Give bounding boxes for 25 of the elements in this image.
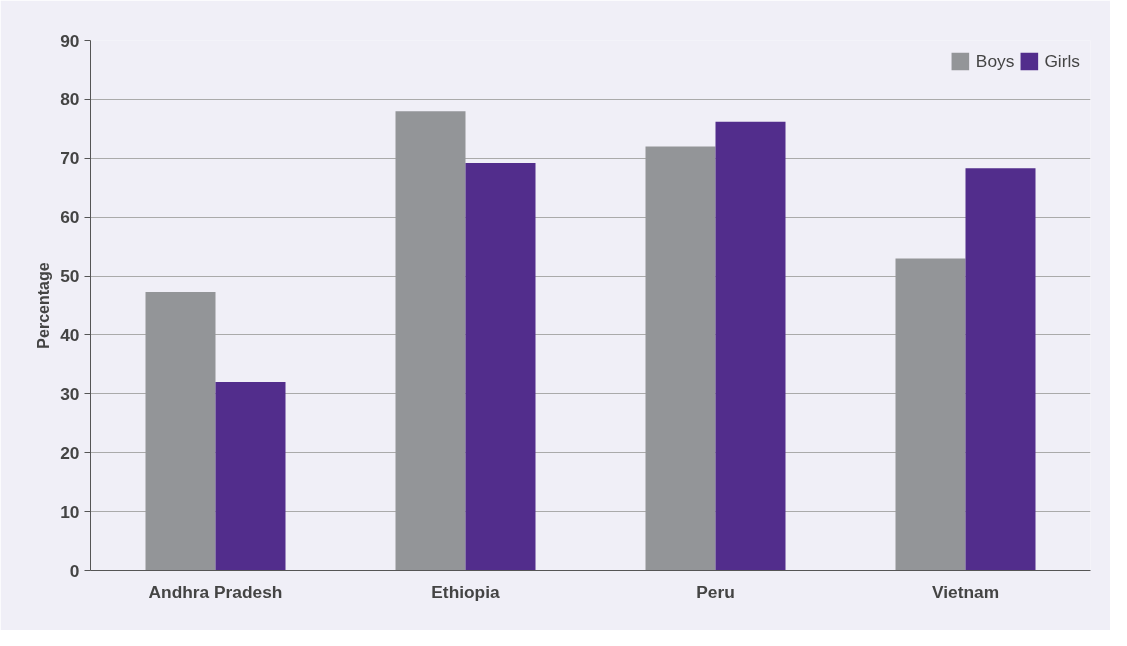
y-tick-label: 50 [60,266,80,287]
legend-label: Girls [1044,50,1080,72]
bar [465,162,536,571]
bar [145,291,216,571]
y-tick-label: 70 [60,148,80,169]
y-tick-label: 80 [60,89,80,110]
y-tick-label: 90 [60,30,80,51]
y-axis-title: Percentage [35,262,53,349]
y-tick-label: 10 [60,501,80,522]
y-tick-label: 0 [69,560,80,581]
bar [395,111,466,571]
bar [895,258,966,571]
y-tick-label: 20 [60,442,80,463]
bar [215,382,286,571]
y-tick-label: 40 [60,324,80,345]
bar [645,146,716,571]
x-tick-label: Vietnam [931,581,1000,602]
y-tick-label: 60 [60,207,80,228]
bar [715,121,786,571]
legend-label: Boys [975,50,1015,72]
x-tick-label: Andhra Pradesh [148,581,283,602]
bar [965,168,1036,571]
x-tick-label: Ethiopia [431,581,501,602]
y-tick-label: 30 [60,383,80,404]
x-tick-label: Peru [696,581,735,602]
